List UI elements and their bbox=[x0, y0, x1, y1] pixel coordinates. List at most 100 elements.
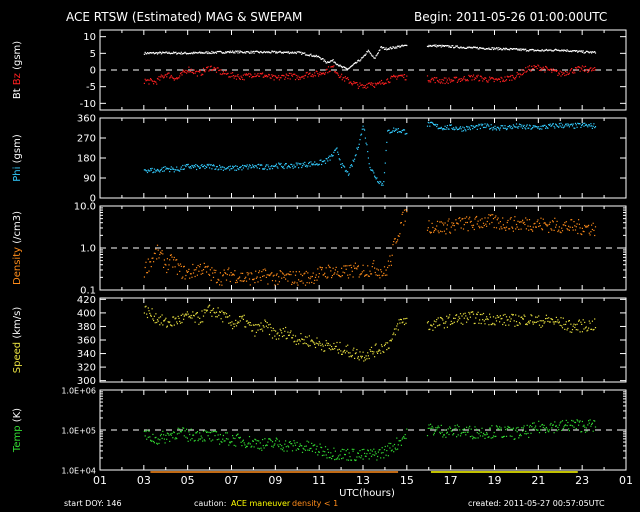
data-point-temp bbox=[593, 420, 595, 422]
data-point-mag bbox=[372, 55, 374, 57]
data-point-mag bbox=[579, 70, 581, 72]
data-point-density bbox=[449, 231, 451, 233]
data-point-mag bbox=[472, 46, 475, 48]
data-point-mag bbox=[305, 72, 307, 74]
data-point-mag bbox=[564, 74, 566, 77]
data-point-phi bbox=[593, 123, 595, 125]
data-point-density bbox=[255, 277, 257, 279]
data-point-density bbox=[555, 224, 557, 226]
data-point-mag bbox=[449, 79, 451, 81]
data-point-speed bbox=[357, 356, 359, 358]
data-point-density bbox=[355, 267, 357, 269]
data-point-mag bbox=[387, 48, 389, 50]
data-point-temp bbox=[281, 449, 284, 451]
data-point-temp bbox=[578, 424, 580, 426]
data-point-phi bbox=[281, 166, 284, 169]
data-point-mag bbox=[454, 77, 456, 79]
data-point-density bbox=[567, 229, 569, 231]
data-point-phi bbox=[230, 168, 232, 170]
data-point-mag bbox=[162, 75, 164, 77]
data-point-mag bbox=[558, 73, 560, 75]
data-point-mag bbox=[271, 75, 274, 78]
data-point-speed bbox=[360, 355, 362, 357]
data-point-speed bbox=[444, 322, 446, 324]
data-point-mag bbox=[447, 45, 449, 47]
data-point-speed bbox=[165, 317, 167, 319]
data-point-mag bbox=[367, 86, 369, 88]
data-point-mag bbox=[586, 50, 588, 52]
data-point-mag bbox=[465, 47, 467, 49]
data-point-speed bbox=[357, 357, 359, 359]
data-point-speed bbox=[592, 329, 594, 331]
data-point-mag bbox=[509, 49, 511, 51]
data-point-mag bbox=[588, 70, 590, 72]
data-point-phi bbox=[567, 123, 569, 125]
data-point-phi bbox=[453, 127, 455, 129]
data-point-phi bbox=[319, 159, 321, 161]
data-point-phi bbox=[454, 128, 456, 130]
data-point-mag bbox=[549, 69, 551, 71]
data-point-density bbox=[498, 222, 500, 224]
data-point-mag bbox=[584, 65, 587, 67]
data-point-speed bbox=[216, 316, 218, 318]
data-point-temp bbox=[329, 456, 331, 459]
data-point-density bbox=[298, 271, 300, 273]
data-point-mag bbox=[254, 50, 256, 53]
data-point-temp bbox=[435, 427, 437, 429]
data-point-density bbox=[582, 230, 584, 232]
data-point-speed bbox=[297, 339, 299, 341]
data-point-speed bbox=[488, 324, 490, 326]
data-point-phi bbox=[524, 127, 526, 129]
data-point-speed bbox=[475, 317, 477, 319]
data-point-speed bbox=[528, 320, 530, 322]
data-point-phi bbox=[242, 167, 244, 169]
data-point-phi bbox=[588, 124, 590, 126]
data-point-mag bbox=[281, 74, 284, 76]
data-point-density bbox=[325, 267, 327, 269]
data-point-phi bbox=[503, 127, 505, 129]
data-point-mag bbox=[444, 45, 446, 47]
data-point-temp bbox=[542, 426, 544, 429]
data-point-mag bbox=[265, 74, 267, 77]
data-point-density bbox=[319, 266, 321, 268]
data-point-temp bbox=[382, 452, 384, 454]
data-point-mag bbox=[354, 82, 356, 84]
data-point-phi bbox=[536, 126, 538, 128]
data-point-mag bbox=[486, 81, 488, 83]
data-point-mag bbox=[388, 82, 390, 84]
data-point-mag bbox=[186, 53, 188, 55]
data-point-density bbox=[551, 229, 553, 231]
data-point-phi bbox=[246, 164, 248, 166]
data-point-mag bbox=[354, 62, 356, 64]
data-point-temp bbox=[528, 436, 530, 438]
data-point-density bbox=[537, 219, 539, 221]
data-point-density bbox=[148, 270, 150, 272]
data-point-density bbox=[391, 254, 393, 256]
data-point-temp bbox=[291, 450, 294, 452]
data-point-speed bbox=[244, 326, 246, 328]
data-point-density bbox=[270, 273, 272, 275]
data-point-density bbox=[276, 273, 278, 275]
data-point-mag bbox=[308, 55, 310, 57]
data-point-phi bbox=[229, 165, 231, 167]
data-point-temp bbox=[235, 435, 238, 437]
data-point-temp bbox=[143, 430, 145, 432]
data-point-temp bbox=[152, 433, 154, 435]
data-point-mag bbox=[367, 51, 369, 53]
data-point-temp bbox=[489, 427, 491, 429]
data-point-density bbox=[238, 277, 240, 279]
data-point-density bbox=[430, 231, 432, 233]
data-point-speed bbox=[338, 348, 340, 350]
data-point-speed bbox=[196, 312, 198, 314]
data-point-mag bbox=[262, 76, 264, 78]
data-point-speed bbox=[313, 342, 315, 344]
data-point-temp bbox=[211, 431, 213, 433]
data-point-temp bbox=[502, 436, 504, 438]
data-point-temp bbox=[447, 428, 449, 430]
data-point-speed bbox=[211, 315, 213, 317]
data-point-phi bbox=[178, 170, 180, 172]
data-point-mag bbox=[277, 76, 279, 78]
data-point-temp bbox=[513, 438, 515, 440]
data-point-phi bbox=[385, 149, 387, 152]
data-point-density bbox=[177, 263, 179, 265]
